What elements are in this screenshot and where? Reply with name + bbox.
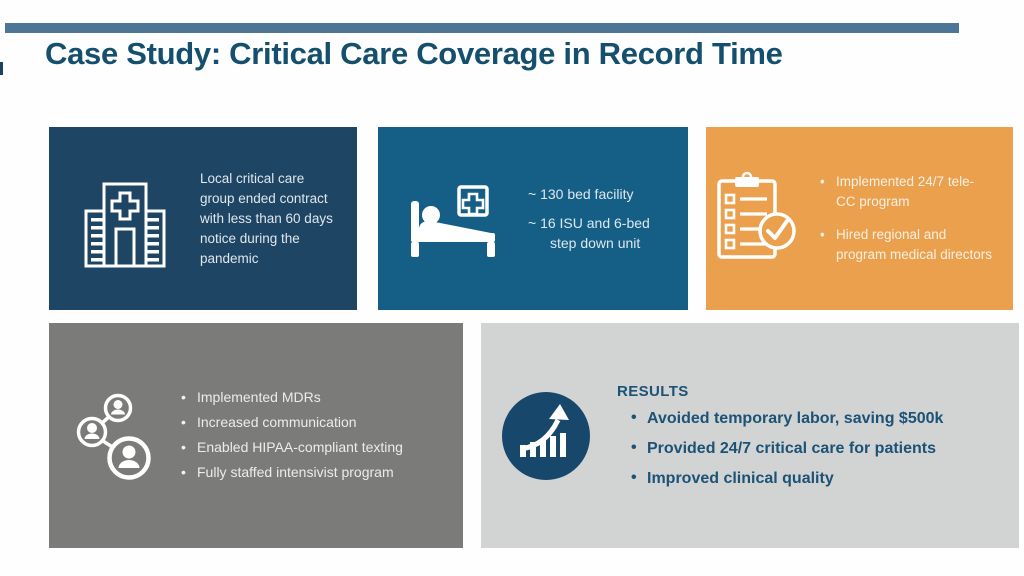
staffing-bullet: Increased communication bbox=[179, 414, 439, 431]
checklist-icon bbox=[706, 169, 812, 269]
card-results: RESULTS Avoided temporary labor, saving … bbox=[481, 323, 1019, 548]
staffing-bullet: Fully staffed intensivist program bbox=[179, 464, 439, 481]
staffing-list: Implemented MDRs Increased communication… bbox=[179, 383, 439, 489]
card-facility-size: ~ 130 bed facility ~ 16 ISU and 6-bed st… bbox=[378, 127, 688, 310]
results-bullet: Improved clinical quality bbox=[631, 468, 943, 488]
slide-title: Case Study: Critical Care Coverage in Re… bbox=[45, 36, 783, 71]
card-program-actions: Implemented 24/7 tele- CC program Hired … bbox=[706, 127, 1013, 310]
left-edge-artifact bbox=[0, 62, 3, 75]
program-actions-list: Implemented 24/7 tele- CC program Hired … bbox=[812, 172, 1000, 265]
card-staffing-operations: Implemented MDRs Increased communication… bbox=[49, 323, 463, 548]
growth-chart-icon bbox=[481, 391, 611, 481]
results-heading: RESULTS bbox=[617, 383, 689, 400]
staffing-bullet: Implemented MDRs bbox=[179, 389, 439, 406]
staffing-bullet: Enabled HIPAA-compliant texting bbox=[179, 439, 439, 456]
contract-loss-text: Local critical care group ended contract… bbox=[200, 170, 333, 266]
facility-line: ~ 16 ISU and 6-bed bbox=[528, 215, 650, 231]
results-list: Avoided temporary labor, saving $500k Pr… bbox=[617, 408, 943, 488]
results-bullet: Provided 24/7 critical care for patients bbox=[631, 438, 943, 458]
results-content: RESULTS Avoided temporary labor, saving … bbox=[617, 383, 943, 488]
results-bullet: Avoided temporary labor, saving $500k bbox=[631, 408, 943, 428]
program-bullet: Implemented 24/7 tele- CC program bbox=[820, 172, 996, 212]
facility-line: ~ 130 bed facility bbox=[528, 186, 634, 202]
hospital-icon bbox=[49, 169, 200, 269]
title-accent-bar bbox=[5, 23, 959, 33]
people-network-icon bbox=[49, 390, 179, 482]
facility-line: step down unit bbox=[550, 235, 641, 251]
card-contract-loss: Local critical care group ended contract… bbox=[49, 127, 357, 310]
facility-size-text: ~ 130 bed facility ~ 16 ISU and 6-bed st… bbox=[528, 184, 650, 253]
program-bullet: Hired regional and program medical direc… bbox=[820, 225, 996, 265]
hospital-bed-icon bbox=[378, 177, 528, 261]
